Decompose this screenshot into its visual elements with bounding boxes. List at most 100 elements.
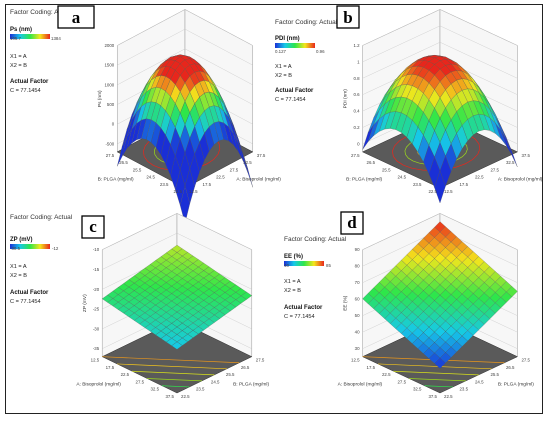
range-high: 1384 <box>51 36 61 41</box>
y-tick-label: 27.5 <box>106 153 115 158</box>
surface-cell <box>434 170 446 204</box>
y-tick-label: 37.5 <box>428 394 437 399</box>
right-axis-label: B: PLGA (mg/ml) <box>233 381 269 387</box>
x-tick-label: 32.5 <box>506 160 515 165</box>
y-tick-label: 22.5 <box>173 189 182 194</box>
x-tick-label: 24.5 <box>475 379 484 384</box>
surface-plot-b: 1.2 1 0.8 0.6 0.4 0.2 0 PDI (nm) 12.5 17.5 22.5 27.… <box>343 9 543 204</box>
response-surface <box>362 221 518 369</box>
coding-label: Factor Coding: Actual <box>10 9 73 16</box>
y-tick-label: 25.5 <box>133 167 142 172</box>
x1-label: X1 = A <box>284 279 301 285</box>
panel-letter-d: d <box>340 211 364 235</box>
x-tick-label: 25.5 <box>490 372 499 377</box>
z-gridline <box>362 25 518 63</box>
actual-factor-value: C = 77.1454 <box>284 314 315 320</box>
x-tick-label: 22.5 <box>444 394 453 399</box>
y-tick-label: 26.5 <box>367 160 376 165</box>
floor-contours <box>102 356 240 388</box>
y-tick-label: 12.5 <box>351 358 360 363</box>
y-tick-label: 22.5 <box>121 372 130 377</box>
y-tick-label: 22.5 <box>428 189 437 194</box>
response-label: EE (%) <box>284 254 303 260</box>
z-tick-label: 40 <box>355 330 360 335</box>
z-tick-label: -10 <box>93 247 100 252</box>
z-tick-label: 30 <box>355 346 360 351</box>
right-axis-label: A: Bisoprolol (mg/ml) <box>498 176 543 182</box>
surface-plot-c: -10 -15 -20 -25 -30 -35 ZP (mV) 22.5 23.5 24.5 25.… <box>76 213 270 399</box>
x-tick-label: 12.5 <box>189 189 198 194</box>
z-tick-label: 1500 <box>104 63 114 68</box>
y-tick-label: 32.5 <box>413 387 422 392</box>
actual-factor-value: C = 77.1454 <box>10 299 41 305</box>
figure-frame <box>5 4 543 414</box>
y-tick-label: 17.5 <box>367 365 376 370</box>
z-tick-label: -35 <box>93 346 100 351</box>
panel-letter-a: a <box>57 5 95 29</box>
z-gridline <box>102 232 252 270</box>
coding-label: Factor Coding: Actual <box>10 214 73 221</box>
z-tick-label: -25 <box>93 307 100 312</box>
z-axis-label: EE (%) <box>343 295 349 311</box>
x-tick-label: 37.5 <box>521 153 530 158</box>
surface-cell <box>171 341 183 350</box>
color-scale-bar <box>284 261 324 266</box>
range-high: -12 <box>52 246 59 251</box>
actual-factor-label: Actual Factor <box>275 88 314 94</box>
x1-label: X1 = A <box>275 64 292 70</box>
x-tick-label: 27.5 <box>521 358 530 363</box>
x-tick-label: 27.5 <box>230 167 239 172</box>
x-tick-label: 22.5 <box>181 394 190 399</box>
z-tick-label: 0.4 <box>353 109 360 114</box>
response-surface <box>117 54 253 224</box>
z-axis-label: PDI (nm) <box>343 89 349 109</box>
right-axis-label: A: Bisoprolol (mg/ml) <box>236 176 281 182</box>
z-gridline <box>362 9 518 46</box>
range-low: 0.127 <box>275 49 287 54</box>
x-tick-label: 27.5 <box>256 358 265 363</box>
x-tick-label: 17.5 <box>203 182 212 187</box>
range-high: 85 <box>326 263 331 268</box>
y-tick-label: 25.5 <box>382 167 391 172</box>
svg-text:b: b <box>343 8 352 27</box>
z-tick-label: 0.8 <box>353 76 360 81</box>
x-tick-label: 17.5 <box>459 182 468 187</box>
z-tick-label: 1000 <box>104 82 114 87</box>
color-scale-bar <box>10 244 50 249</box>
y-tick-label: 24.5 <box>397 175 406 180</box>
z-tick-label: 0.2 <box>353 125 360 130</box>
x-tick-label: 27.5 <box>490 167 499 172</box>
z-tick-label: 1.2 <box>353 43 360 48</box>
z-tick-label: 60 <box>355 297 360 302</box>
contour-line <box>393 370 479 376</box>
z-gridline <box>117 9 253 46</box>
panel-d-info: Factor Coding: Actual EE (%) 40 85 X1 = … <box>284 236 347 320</box>
contour-line <box>409 378 466 382</box>
panel-letter-c: c <box>81 215 105 239</box>
actual-factor-value: C = 77.1454 <box>10 88 41 94</box>
left-axis-label: A: Bisoprolol (mg/ml) <box>338 381 383 387</box>
x-tick-label: 23.5 <box>196 387 205 392</box>
x-tick-label: 12.5 <box>444 189 453 194</box>
contour-line <box>147 378 202 382</box>
x1-label: X1 = A <box>10 264 27 270</box>
y-tick-label: 37.5 <box>165 394 174 399</box>
floor-axes: 22.5 23.5 24.5 25.5 26.5 27.5 37.5 32.5 27.5 22.5… <box>76 358 269 399</box>
z-gridline <box>102 213 252 250</box>
z-tick-label: 80 <box>355 264 360 269</box>
z-gridline <box>117 28 253 66</box>
color-scale-bar <box>275 43 315 48</box>
x-tick-label: 32.5 <box>243 160 252 165</box>
floor-axes: 12.5 17.5 22.5 27.5 32.5 37.5 22.5 23.5 24.5 25.5… <box>346 153 543 194</box>
x-tick-label: 37.5 <box>257 153 266 158</box>
x2-label: X2 = B <box>10 63 27 69</box>
contour-line <box>162 385 190 388</box>
left-axis-label: A: Bisoprolol (mg/ml) <box>76 381 121 387</box>
range-high: 0.96 <box>316 49 325 54</box>
right-axis-label: B: PLGA (mg/ml) <box>498 381 534 387</box>
floor-axes: 12.5 17.5 22.5 27.5 32.5 37.5 22.5 23.5 24.5 25.5… <box>98 153 282 194</box>
y-tick-label: 23.5 <box>413 182 422 187</box>
surface-plot-d: 90 80 70 60 50 40 30 EE (%) 22.5 23.5 24.5 25.5 26.5… <box>338 213 534 399</box>
actual-factor-value: C = 77.1454 <box>275 97 306 103</box>
x-tick-label: 24.5 <box>211 379 220 384</box>
